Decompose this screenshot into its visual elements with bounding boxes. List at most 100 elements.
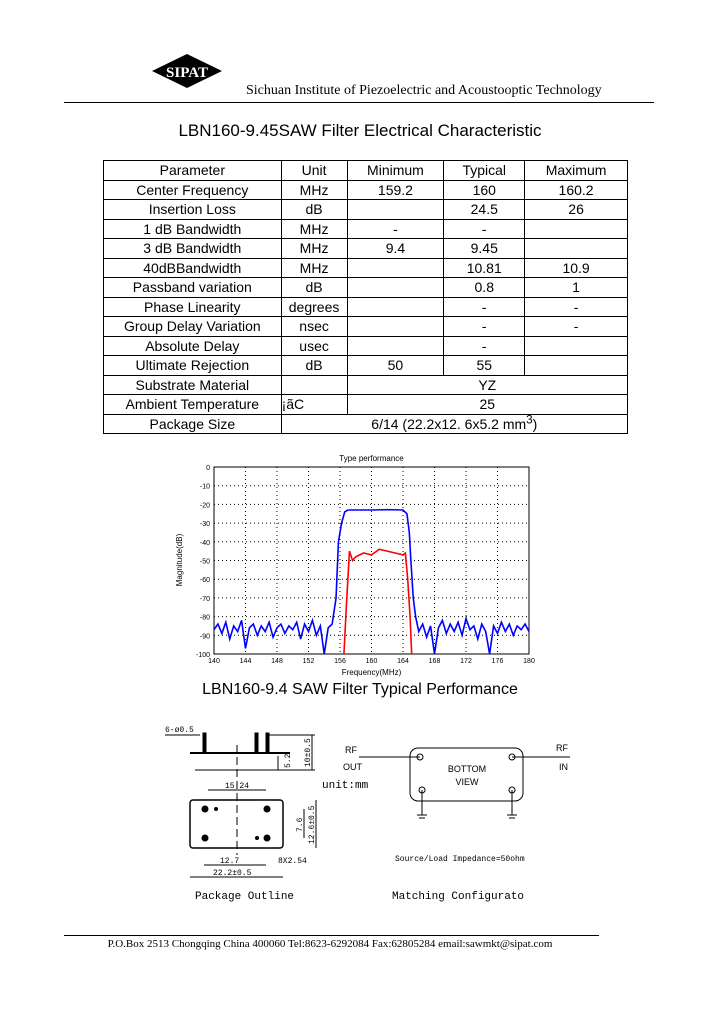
table-cell: 0.8 [443, 277, 526, 298]
table-cell: Package Size [103, 413, 282, 434]
table-row: Center Frequency MHz 159.2 160 160.2 [103, 179, 628, 200]
dim-length: 22.2±0.5 [213, 869, 252, 878]
x-tick-label: 148 [271, 658, 283, 665]
table-cell [524, 355, 628, 376]
table-cell: - [443, 218, 526, 239]
y-tick-label: -30 [200, 521, 210, 528]
dim-width: 12.6±0.5 [308, 805, 317, 844]
table-row: 1 dB Bandwidth MHz - - [103, 218, 628, 239]
package-size-part: ) [532, 415, 538, 432]
y-tick-label: -100 [196, 652, 210, 659]
series-line-0 [213, 508, 530, 655]
table-cell: degrees [280, 296, 348, 317]
y-tick-label: -20 [200, 502, 210, 509]
header-divider [64, 102, 654, 103]
table-cell: MHz [280, 238, 348, 259]
pin-dots [201, 805, 271, 842]
impedance-note: Source/Load Impedance=50ohm [395, 855, 525, 864]
table-row: 40dBBandwidth MHz 10.81 10.9 [103, 257, 628, 278]
table-cell: Maximum [524, 160, 628, 181]
table-cell: Center Frequency [103, 179, 282, 200]
footer-divider [64, 935, 599, 936]
table-cell [346, 316, 445, 337]
table-cell [346, 199, 445, 220]
table-cell: Passband variation [103, 277, 282, 298]
spec-table: Parameter Unit Minimum Typical Maximum Center… [103, 160, 629, 434]
table-cell [524, 335, 628, 356]
table-row: Ambient Temperature ¡ãC 25 [103, 394, 629, 415]
table-row: Absolute Delay usec - [103, 335, 628, 356]
table-cell: Parameter [103, 160, 282, 181]
table-cell: ¡ãC [280, 394, 348, 415]
table-row: Group Delay Variation nsec - - [103, 316, 628, 337]
table-cell: Ultimate Rejection [103, 355, 282, 376]
x-tick-label: 176 [492, 658, 504, 665]
rf-out-label: RF [345, 745, 357, 755]
table-cell: Group Delay Variation [103, 316, 282, 337]
diagrams: 6-ø0.5 10±0.5 5.2 15.24 7.6 12.6±0.5 12.… [165, 726, 570, 903]
table-row: Phase Linearity degrees - - [103, 296, 628, 317]
page-title: LBN160-9.45SAW Filter Electrical Charact… [178, 121, 542, 140]
table-row: Ultimate Rejection dB 50 55 [103, 355, 628, 376]
dim-12-7: 12.7 [220, 857, 239, 866]
table-cell [346, 296, 445, 317]
unit-label: unit:mm [322, 780, 369, 792]
x-tick-label: 172 [460, 658, 472, 665]
table-cell: Phase Linearity [103, 296, 282, 317]
y-tick-label: -60 [200, 577, 210, 584]
sipat-logo: SIPAT [152, 54, 222, 88]
x-tick-label: 160 [366, 658, 378, 665]
x-tick-label: 164 [397, 658, 409, 665]
rf-in-label-2: IN [559, 762, 568, 772]
table-cell: - [443, 335, 526, 356]
dim-height: 10±0.5 [304, 738, 313, 767]
table-cell: 6/14 (22.2x12. 6x5.2 mm3) [280, 413, 629, 434]
table-cell: dB [280, 199, 348, 220]
table-cell: MHz [280, 179, 348, 200]
table-cell: nsec [280, 316, 348, 337]
dim-row: 7.6 [296, 817, 305, 832]
table-cell: Minimum [346, 160, 445, 181]
table-cell: MHz [280, 218, 348, 239]
table-cell: 160.2 [524, 179, 628, 200]
table-cell: 159.2 [346, 179, 445, 200]
table-cell: usec [280, 335, 348, 356]
table-cell: 160 [443, 179, 526, 200]
table-cell: 40dBBandwidth [103, 257, 282, 278]
package-outline-caption: Package Outline [195, 891, 294, 903]
table-cell: 9.4 [346, 238, 445, 259]
performance-title: LBN160-9.4 SAW Filter Typical Performanc… [202, 681, 518, 698]
table-cell: YZ [346, 374, 629, 395]
table-cell: 10.9 [524, 257, 628, 278]
table-row: Passband variation dB 0.8 1 [103, 277, 628, 298]
table-cell: 9.45 [443, 238, 526, 259]
institute-name: Sichuan Institute of Piezoelectric and A… [246, 83, 602, 98]
table-cell: Typical [443, 160, 526, 181]
y-tick-label: -70 [200, 596, 210, 603]
bottom-label: BOTTOM [448, 764, 486, 774]
table-cell [280, 374, 348, 395]
table-cell: 24.5 [443, 199, 526, 220]
x-tick-label: 140 [208, 658, 220, 665]
x-tick-label: 152 [303, 658, 315, 665]
table-cell: 1 dB Bandwidth [103, 218, 282, 239]
y-tick-label: 0 [206, 465, 210, 472]
dim-pitch: 15.24 [225, 782, 249, 791]
y-tick-label: -50 [200, 559, 210, 566]
x-tick-label: 144 [240, 658, 252, 665]
dim-8x: 8X2.54 [278, 857, 307, 866]
y-tick-label: -80 [200, 615, 210, 622]
table-cell: 10.81 [443, 257, 526, 278]
y-tick-label: -10 [200, 484, 210, 491]
table-cell: Ambient Temperature [103, 394, 282, 415]
package-outline-drawing [165, 732, 317, 878]
matching-caption: Matching Configurato [392, 891, 524, 903]
performance-chart: 140 144 148 152 156 160 164 168 172 176 180 0 -10 -20… [175, 454, 535, 677]
table-cell: - [524, 316, 628, 337]
table-cell: 50 [346, 355, 445, 376]
table-cell [524, 238, 628, 259]
y-axis-label: Magnitude(dB) [175, 533, 184, 586]
table-row: Parameter Unit Minimum Typical Maximum [103, 160, 628, 181]
table-row: Substrate Material YZ [103, 374, 629, 395]
matching-drawing [359, 747, 570, 819]
